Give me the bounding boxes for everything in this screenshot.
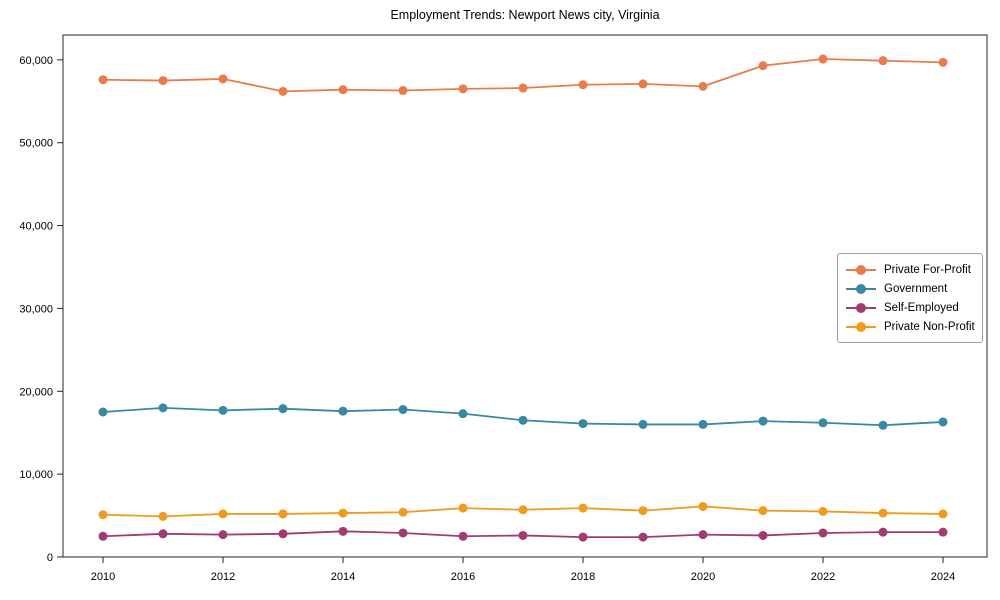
data-point <box>338 526 348 536</box>
data-point <box>338 508 348 518</box>
legend-label: Private Non-Profit <box>884 321 975 333</box>
x-tick-label: 2012 <box>211 571 235 583</box>
legend-label: Government <box>884 283 948 295</box>
data-point <box>158 511 168 521</box>
data-point <box>458 503 468 513</box>
data-point <box>398 507 408 517</box>
data-point <box>398 86 408 96</box>
data-point <box>98 407 108 417</box>
data-point <box>98 510 108 520</box>
data-point <box>458 409 468 419</box>
data-point <box>938 509 948 519</box>
data-point <box>278 509 288 519</box>
series-private-for-profit <box>98 54 948 96</box>
data-point <box>278 86 288 96</box>
data-point <box>878 420 888 430</box>
data-point <box>338 85 348 95</box>
y-tick-label: 10,000 <box>19 469 53 481</box>
data-point <box>578 80 588 90</box>
data-point <box>758 61 768 71</box>
data-point <box>578 419 588 429</box>
data-point <box>398 528 408 538</box>
legend-marker-icon <box>846 322 876 332</box>
x-axis: 2010 2012 2014 2016 2018 2020 2022 2024 <box>91 557 955 583</box>
x-tick-label: 2024 <box>931 571 955 583</box>
legend-item-private-for-profit: Private For-Profit <box>846 261 974 279</box>
y-tick-label: 50,000 <box>19 138 53 150</box>
data-point <box>698 530 708 540</box>
x-tick-label: 2022 <box>811 571 835 583</box>
data-point <box>158 403 168 413</box>
x-tick-label: 2016 <box>451 571 475 583</box>
series-self-employed <box>98 526 948 542</box>
legend-marker-icon <box>846 303 876 313</box>
x-tick-label: 2010 <box>91 571 115 583</box>
data-point <box>878 56 888 66</box>
legend-label: Self-Employed <box>884 302 959 314</box>
data-point <box>818 418 828 428</box>
y-tick-label: 40,000 <box>19 221 53 233</box>
y-tick-label: 0 <box>47 552 53 564</box>
data-point <box>458 84 468 94</box>
data-point <box>518 530 528 540</box>
data-point <box>218 405 228 415</box>
y-axis: 0 10,000 20,000 30,000 40,000 50,000 60,000 <box>19 55 63 564</box>
series-private-non-profit <box>98 501 948 521</box>
data-point <box>218 74 228 84</box>
data-point <box>878 508 888 518</box>
data-point <box>338 406 348 416</box>
y-tick-label: 20,000 <box>19 386 53 398</box>
data-point <box>938 417 948 427</box>
data-point <box>218 509 228 519</box>
data-point <box>458 531 468 541</box>
data-point <box>638 79 648 89</box>
x-tick-label: 2014 <box>331 571 355 583</box>
data-point <box>938 57 948 67</box>
legend-item-private-non-profit: Private Non-Profit <box>846 318 975 336</box>
data-point <box>218 530 228 540</box>
data-point <box>98 531 108 541</box>
data-point <box>158 76 168 86</box>
data-point <box>518 83 528 93</box>
legend-marker-icon <box>846 265 876 275</box>
data-point <box>278 404 288 414</box>
data-point <box>398 405 408 415</box>
data-point <box>98 75 108 85</box>
y-tick-label: 60,000 <box>19 55 53 67</box>
data-point <box>758 506 768 516</box>
data-point <box>698 501 708 511</box>
data-point <box>698 81 708 91</box>
data-point <box>578 503 588 513</box>
data-point <box>758 416 768 426</box>
legend-marker-icon <box>846 284 876 294</box>
data-point <box>278 529 288 539</box>
data-point <box>758 530 768 540</box>
data-point <box>638 419 648 429</box>
data-point <box>818 528 828 538</box>
data-point <box>158 529 168 539</box>
legend: Private For-Profit Government Self-Employe… <box>837 253 983 343</box>
legend-item-government: Government <box>846 280 974 298</box>
data-point <box>518 415 528 425</box>
data-point <box>698 419 708 429</box>
y-tick-label: 30,000 <box>19 303 53 315</box>
data-point <box>818 506 828 516</box>
plot-border <box>62 34 988 558</box>
series-government <box>98 403 948 430</box>
x-tick-label: 2018 <box>571 571 595 583</box>
legend-label: Private For-Profit <box>884 264 971 276</box>
data-point <box>818 54 828 64</box>
data-point <box>878 527 888 537</box>
data-point <box>938 527 948 537</box>
data-point <box>638 532 648 542</box>
chart-title: Employment Trends: Newport News city, Vi… <box>390 8 660 22</box>
x-tick-label: 2020 <box>691 571 715 583</box>
legend-item-self-employed: Self-Employed <box>846 299 974 317</box>
data-point <box>518 505 528 515</box>
data-point <box>578 532 588 542</box>
data-point <box>638 506 648 516</box>
